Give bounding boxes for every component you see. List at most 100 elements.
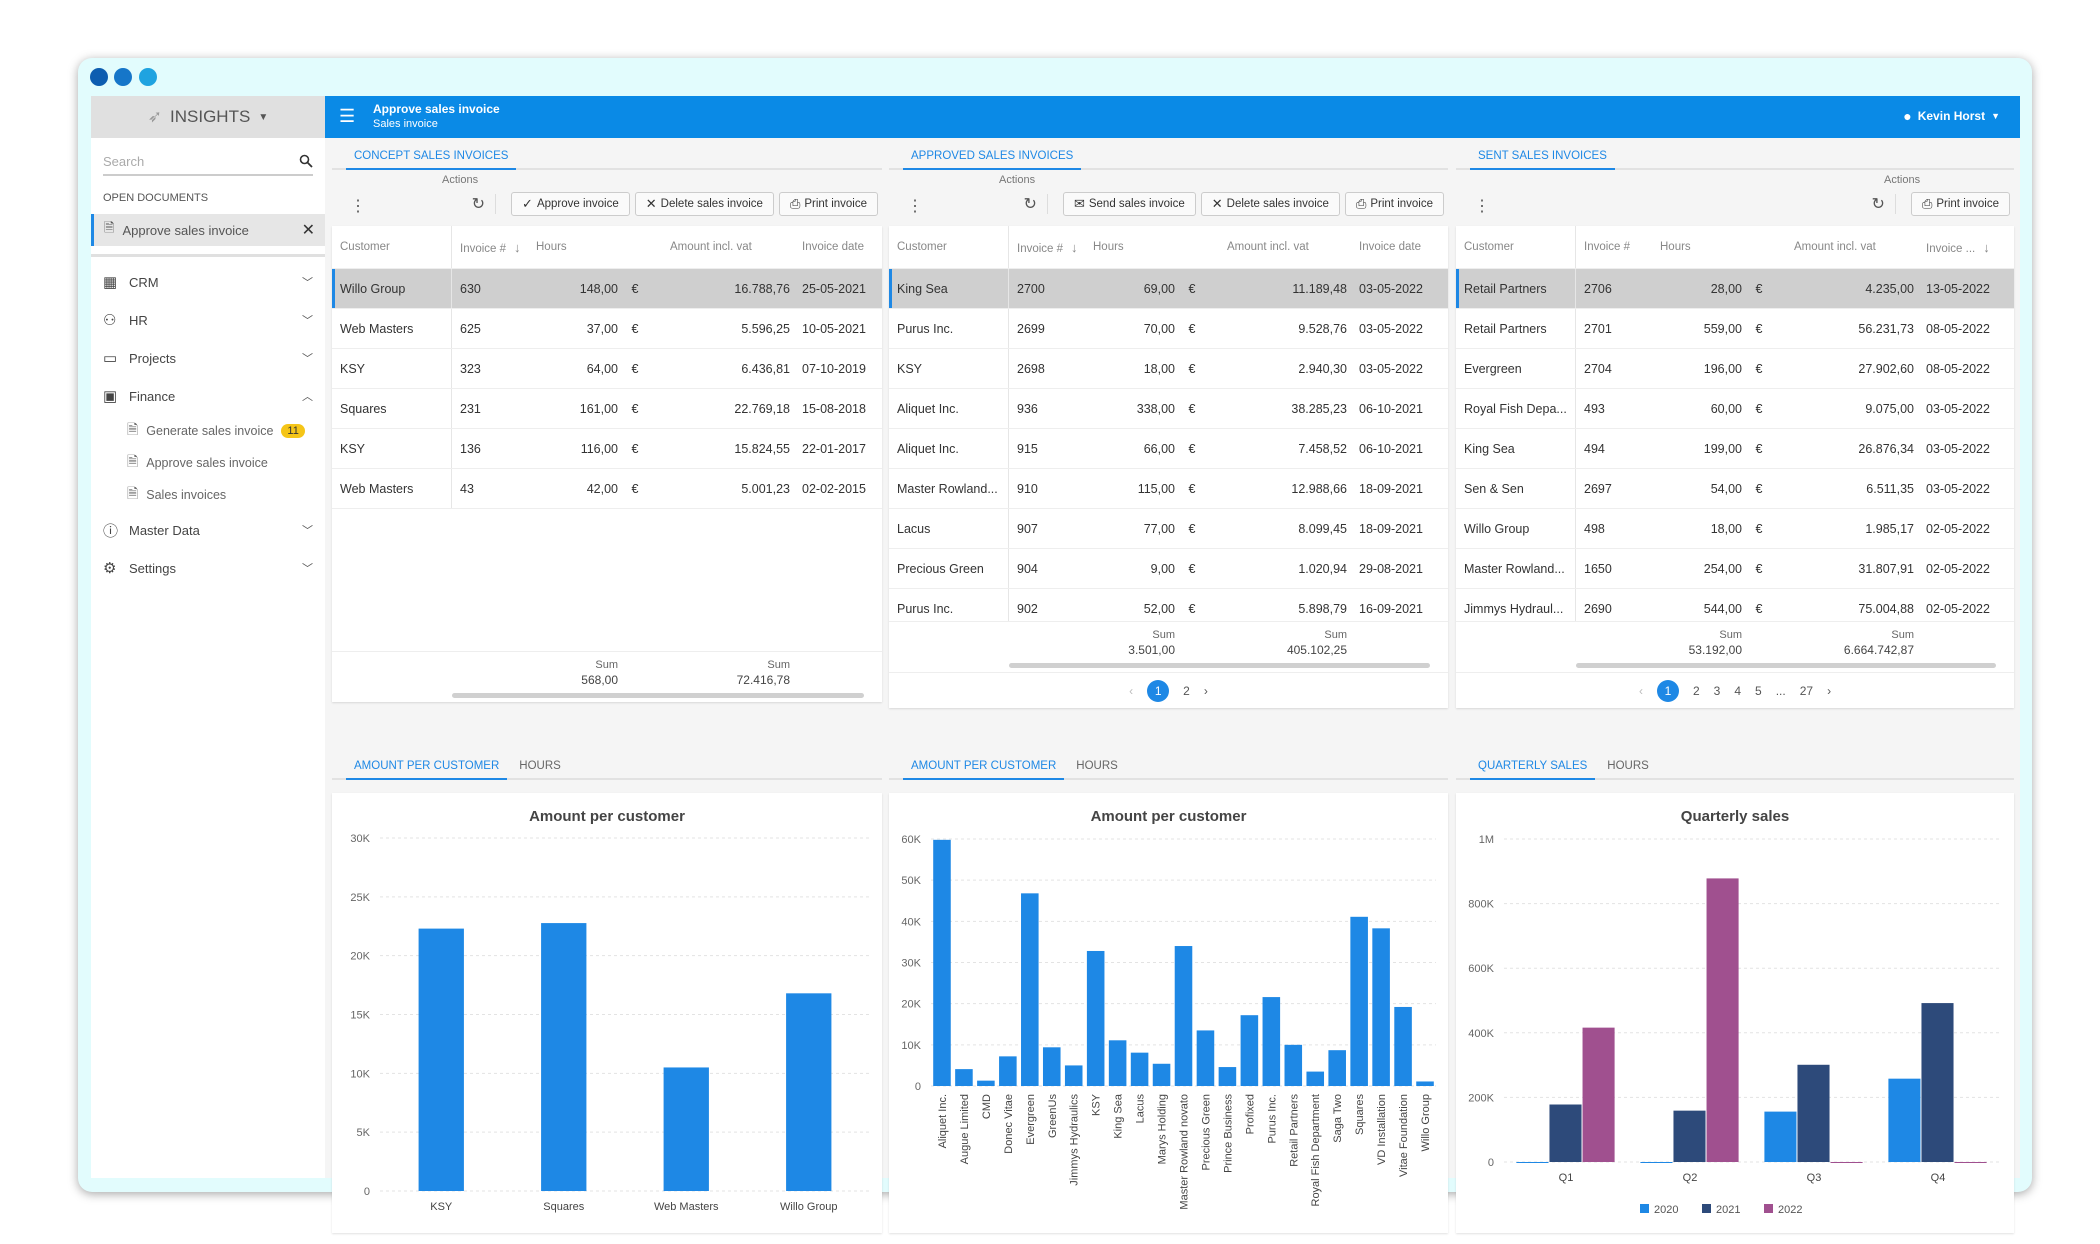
table-row[interactable]: Purus Inc. 902 52,00 €5.898,79 16-09-2021 [889, 589, 1448, 621]
send-sales-invoice-button[interactable]: ✉ Send sales invoice [1062, 192, 1196, 216]
table-row[interactable]: KSY 136 116,00 €15.824,55 22-01-2017 [332, 429, 882, 469]
bar-Evergreen[interactable] [1021, 893, 1039, 1086]
column-header[interactable]: Customer [1456, 226, 1576, 268]
sort-down-icon[interactable]: ↓ [1071, 239, 1078, 255]
bar-2022-Q4[interactable] [1954, 1162, 1987, 1163]
bar-2022-Q3[interactable] [1830, 1162, 1863, 1163]
bar-2021-Q2[interactable] [1673, 1110, 1706, 1162]
table-row[interactable]: Master Rowland... 1650 254,00 €31.807,91 02-… [1456, 549, 2014, 589]
column-header[interactable]: Invoice ... ↓ [1914, 240, 2014, 255]
table-row[interactable]: Royal Fish Depa... 493 60,00 €9.075,00 03-05… [1456, 389, 2014, 429]
table-row[interactable]: Squares 231 161,00 €22.769,18 15-08-2018 [332, 389, 882, 429]
column-header[interactable]: Hours [1654, 241, 1742, 253]
bar-2020-Q4[interactable] [1888, 1078, 1921, 1162]
bar-2022-Q1[interactable] [1582, 1027, 1615, 1162]
table-row[interactable]: King Sea 494 199,00 €26.876,34 03-05-2022 [1456, 429, 2014, 469]
column-header[interactable]: Amount incl. vat [652, 241, 790, 253]
horizontal-scrollbar[interactable] [1009, 663, 1430, 668]
bar-2021-Q4[interactable] [1921, 1003, 1954, 1162]
page-button[interactable]: 1 [1656, 679, 1679, 702]
table-row[interactable]: King Sea 2700 69,00 €11.189,48 03-05-2022 [889, 269, 1448, 309]
chart-tab[interactable]: HOURS [1607, 760, 1649, 772]
bar-Precious Green[interactable] [1196, 1030, 1215, 1086]
table-row[interactable]: Retail Partners 2706 28,00 €4.235,00 13-05-2… [1456, 269, 2014, 309]
sidebar-item-finance[interactable]: ▣ Finance ︿ [91, 377, 325, 415]
column-header[interactable]: Invoice date [1347, 241, 1448, 253]
bar-CMD[interactable] [977, 1080, 995, 1086]
table-row[interactable]: Aliquet Inc. 915 66,00 €7.458,52 06-10-2021 [889, 429, 1448, 469]
sidebar-item-crm[interactable]: ▦ CRM ﹀ [91, 263, 325, 301]
tab-sent-sales-invoices[interactable]: SENT SALES INVOICES [1470, 150, 1615, 170]
bar-Vitae Foundation[interactable] [1394, 1006, 1412, 1086]
table-row[interactable]: Purus Inc. 2699 70,00 €9.528,76 03-05-2022 [889, 309, 1448, 349]
bar-Willo Group[interactable] [1416, 1081, 1434, 1086]
refresh-icon[interactable]: ↻ [472, 194, 497, 214]
bar-Purus Inc.[interactable] [1262, 997, 1281, 1086]
search-input[interactable]: Search [103, 148, 313, 176]
table-row[interactable]: Lacus 907 77,00 €8.099,45 18-09-2021 [889, 509, 1448, 549]
sidebar-subitem[interactable]: 🗎 Sales invoices [91, 479, 325, 511]
bar-Squares[interactable] [1350, 916, 1368, 1086]
page-button[interactable]: 1 [1147, 679, 1170, 702]
page-button[interactable]: 5 [1755, 683, 1762, 698]
legend-label[interactable]: 2020 [1654, 1204, 1678, 1216]
bar-Master Rowland novato[interactable] [1174, 946, 1193, 1086]
tab-concept-sales-invoices[interactable]: CONCEPT SALES INVOICES [346, 150, 517, 170]
column-header[interactable]: Customer [889, 226, 1009, 268]
bar-2022-Q2[interactable] [1706, 878, 1739, 1162]
table-row[interactable]: Evergreen 2704 196,00 €27.902,60 08-05-2022 [1456, 349, 2014, 389]
bar-Jimmys Hydraulics[interactable] [1064, 1065, 1083, 1086]
bar-Prince Business[interactable] [1218, 1067, 1237, 1086]
bar-Royal Fish Department[interactable] [1306, 1071, 1325, 1086]
sidebar-item-master-data[interactable]: ⓘ Master Data ﹀ [91, 511, 325, 549]
column-header[interactable]: Invoice # ↓ [452, 240, 530, 255]
horizontal-scrollbar[interactable] [1576, 663, 1996, 668]
bar-Lacus[interactable] [1130, 1052, 1149, 1086]
column-header[interactable]: Invoice date [790, 241, 882, 253]
table-row[interactable]: KSY 323 64,00 €6.436,81 07-10-2019 [332, 349, 882, 389]
table-row[interactable]: Web Masters 43 42,00 €5.001,23 02-02-2015 [332, 469, 882, 509]
bar-Web Masters[interactable] [663, 1067, 709, 1191]
table-row[interactable]: Sen & Sen 2697 54,00 €6.511,35 03-05-2022 [1456, 469, 2014, 509]
bar-Donec Vitae[interactable] [999, 1056, 1017, 1086]
chart-tab[interactable]: QUARTERLY SALES [1470, 760, 1596, 780]
table-row[interactable]: Master Rowland... 910 115,00 €12.988,66 18-0… [889, 469, 1448, 509]
sidebar-subitem[interactable]: 🗎 Generate sales invoice 11 [91, 415, 325, 447]
column-header[interactable]: Hours [1087, 241, 1175, 253]
table-row[interactable]: Willo Group 498 18,00 €1.985,17 02-05-2022 [1456, 509, 2014, 549]
horizontal-scrollbar[interactable] [452, 693, 864, 698]
sidebar-item-settings[interactable]: ⚙ Settings ﹀ [91, 549, 325, 587]
bar-2021-Q1[interactable] [1549, 1104, 1582, 1162]
bar-Retail Partners[interactable] [1284, 1044, 1303, 1086]
table-row[interactable]: Web Masters 625 37,00 €5.596,25 10-05-2021 [332, 309, 882, 349]
bar-Squares[interactable] [541, 923, 587, 1191]
bar-GreenUs[interactable] [1042, 1047, 1061, 1086]
print-invoice-button[interactable]: ⎙ Print invoice [1344, 192, 1444, 216]
bar-Marys Holding[interactable] [1152, 1063, 1171, 1086]
next-page-icon[interactable]: › [1203, 683, 1208, 698]
table-row[interactable]: Jimmys Hydraul... 2690 544,00 €75.004,88 02-… [1456, 589, 2014, 621]
table-row[interactable]: Aliquet Inc. 936 338,00 €38.285,23 06-10-202… [889, 389, 1448, 429]
bar-2021-Q3[interactable] [1797, 1064, 1830, 1162]
sidebar-item-projects[interactable]: ▭ Projects ﹀ [91, 339, 325, 377]
bar-Profixed[interactable] [1240, 1015, 1259, 1086]
bar-KSY[interactable] [1086, 950, 1105, 1086]
print-invoice-button[interactable]: ⎙ Print invoice [1910, 192, 2010, 216]
open-document-tab[interactable]: 🗎 Approve sales invoice ✕ [91, 214, 325, 246]
bar-Willo Group[interactable] [786, 993, 832, 1191]
print-invoice-button[interactable]: ⎙ Print invoice [778, 192, 878, 216]
chart-tab[interactable]: HOURS [1076, 760, 1118, 772]
table-row[interactable]: Precious Green 904 9,00 €1.020,94 29-08-2021 [889, 549, 1448, 589]
page-button[interactable]: 4 [1734, 683, 1741, 698]
approve-invoice-button[interactable]: ✓ Approve invoice [511, 192, 630, 216]
delete-sales-invoice-button[interactable]: ✕ Delete sales invoice [1200, 192, 1340, 216]
user-menu[interactable]: ● Kevin Horst ▼ [1903, 108, 2000, 124]
sort-down-icon[interactable]: ↓ [514, 239, 521, 255]
legend-label[interactable]: 2022 [1778, 1204, 1802, 1216]
chart-tab[interactable]: HOURS [519, 760, 561, 772]
table-row[interactable]: KSY 2698 18,00 €2.940,30 03-05-2022 [889, 349, 1448, 389]
page-button[interactable]: 2 [1183, 683, 1190, 698]
hamburger-menu-icon[interactable]: ☰ [339, 106, 356, 126]
window-maximize-dot[interactable] [139, 68, 157, 86]
bar-Augue Limited[interactable] [955, 1069, 973, 1086]
